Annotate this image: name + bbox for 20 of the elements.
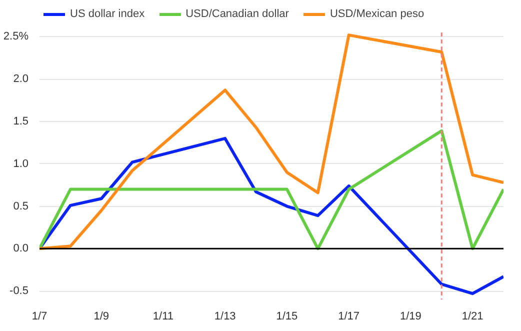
x-tick-label: 1/19 xyxy=(400,310,422,322)
line-series xyxy=(40,136,504,296)
y-tick-label: 1.0 xyxy=(13,158,29,170)
y-tick-label: 0.0 xyxy=(13,242,29,255)
x-tick-label: 1/21 xyxy=(462,310,484,322)
y-tick-label: 2.0 xyxy=(13,73,29,86)
x-tick-label: 1/13 xyxy=(214,310,236,322)
line-series xyxy=(40,34,504,250)
legend-label: USD/Mexican peso xyxy=(330,8,424,20)
x-tick-label: 1/9 xyxy=(94,310,110,322)
x-tick-label: 1/11 xyxy=(152,310,174,322)
legend-label: US dollar index xyxy=(70,8,145,20)
y-tick-label: 1.5 xyxy=(13,116,29,128)
x-tick-label: 1/7 xyxy=(32,310,48,322)
x-tick-label: 1/15 xyxy=(276,310,298,322)
x-tick-label: 1/17 xyxy=(338,310,360,322)
y-tick-label: -0.5 xyxy=(10,285,29,298)
y-tick-label: 2.5% xyxy=(3,30,29,43)
legend-label: USD/Canadian dollar xyxy=(186,8,289,20)
y-tick-label: 0.5 xyxy=(13,200,29,212)
